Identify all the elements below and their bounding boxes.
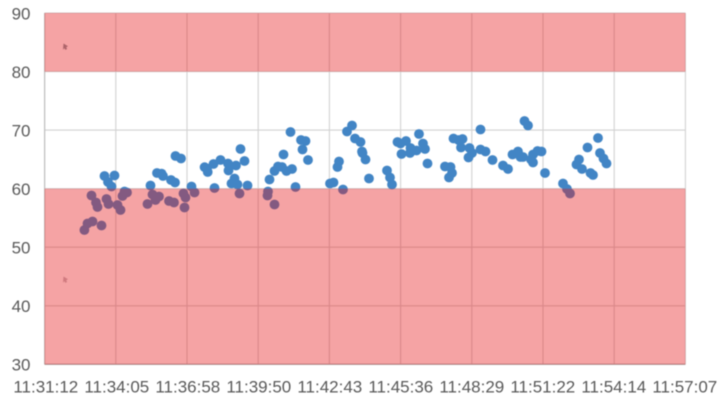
svg-text:11:54:14: 11:54:14	[581, 378, 646, 397]
svg-text:90: 90	[12, 4, 31, 23]
svg-text:50: 50	[12, 239, 31, 258]
svg-text:11:42:43: 11:42:43	[297, 378, 362, 397]
svg-text:11:57:07: 11:57:07	[652, 378, 717, 397]
svg-text:40: 40	[12, 297, 31, 316]
svg-text:11:51:22: 11:51:22	[510, 378, 575, 397]
svg-text:80: 80	[12, 63, 31, 82]
svg-text:11:31:12: 11:31:12	[13, 378, 78, 397]
svg-text:70: 70	[12, 121, 31, 140]
svg-text:60: 60	[12, 180, 31, 199]
svg-text:11:39:50: 11:39:50	[226, 378, 291, 397]
svg-text:11:48:29: 11:48:29	[439, 378, 504, 397]
svg-text:11:34:05: 11:34:05	[84, 378, 149, 397]
svg-text:30: 30	[12, 356, 31, 375]
svg-text:11:36:58: 11:36:58	[155, 378, 220, 397]
svg-text:11:45:36: 11:45:36	[368, 378, 433, 397]
